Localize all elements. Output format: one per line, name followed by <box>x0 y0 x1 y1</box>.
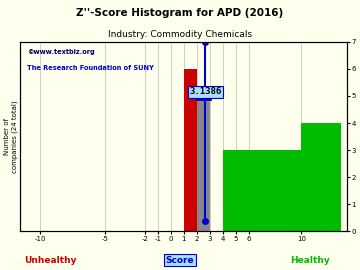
Text: Healthy: Healthy <box>290 256 329 265</box>
Text: Industry: Commodity Chemicals: Industry: Commodity Chemicals <box>108 30 252 39</box>
Y-axis label: Number of
companies (24 total): Number of companies (24 total) <box>4 100 18 173</box>
Bar <box>301 123 341 231</box>
Text: The Research Foundation of SUNY: The Research Foundation of SUNY <box>27 65 154 71</box>
Text: Z''-Score Histogram for APD (2016): Z''-Score Histogram for APD (2016) <box>76 8 284 18</box>
Text: Unhealthy: Unhealthy <box>24 256 77 265</box>
Text: ©www.textbiz.org: ©www.textbiz.org <box>27 49 95 55</box>
Text: 3.1386: 3.1386 <box>189 87 221 96</box>
Text: Score: Score <box>166 256 194 265</box>
Bar <box>197 96 210 231</box>
Bar <box>223 150 301 231</box>
Bar <box>184 69 197 231</box>
